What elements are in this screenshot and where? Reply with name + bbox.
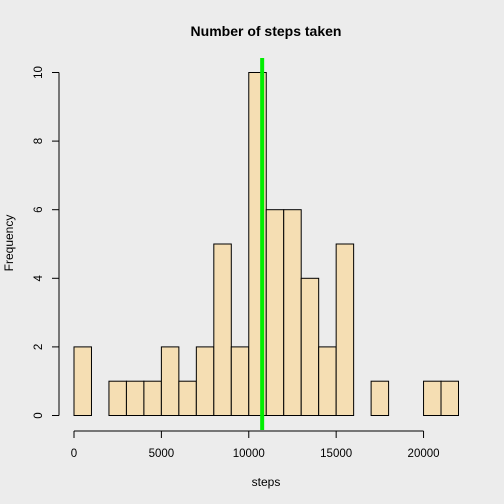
histogram-bar — [370, 380, 390, 417]
histogram-bar — [440, 380, 460, 417]
histogram-bar — [160, 346, 180, 416]
histogram-bar — [265, 209, 285, 416]
x-tick-label: 0 — [71, 448, 77, 460]
histogram-bar — [195, 346, 215, 416]
x-tick-label: 20000 — [408, 448, 440, 460]
y-axis-label: Frequency — [2, 215, 16, 272]
bars-group — [73, 72, 460, 417]
y-tick-label: 10 — [33, 66, 45, 79]
histogram-bar — [335, 243, 355, 416]
y-tick-label: 6 — [33, 206, 45, 212]
histogram-bar — [125, 380, 145, 417]
x-tick-label: 15000 — [320, 448, 352, 460]
histogram-bar — [230, 346, 250, 416]
y-tick-label: 0 — [33, 412, 45, 418]
histogram-bar — [178, 380, 197, 417]
chart-title: Number of steps taken — [191, 23, 342, 39]
y-tick-label: 2 — [33, 344, 45, 350]
x-axis-label: steps — [252, 475, 281, 489]
histogram-bar — [283, 209, 302, 416]
x-axis: 0 5000 10000 15000 20000 — [71, 430, 440, 460]
histogram-bar — [108, 380, 127, 417]
y-tick-label: 8 — [33, 138, 45, 144]
x-tick-label: 10000 — [233, 448, 265, 460]
histogram-bar — [213, 243, 232, 416]
y-tick-label: 4 — [33, 275, 45, 282]
histogram-bar — [300, 277, 320, 416]
histogram-bar — [318, 346, 337, 416]
y-axis: 0 2 4 6 8 10 — [33, 66, 60, 419]
histogram-bar — [423, 380, 442, 417]
x-tick-label: 5000 — [149, 448, 175, 460]
histogram-bar — [143, 380, 162, 417]
histogram-bar — [73, 346, 92, 416]
